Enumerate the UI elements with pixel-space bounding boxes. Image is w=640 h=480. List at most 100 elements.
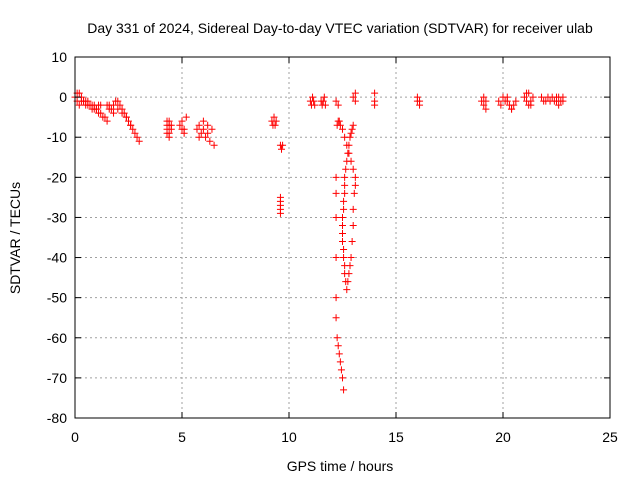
data-point	[340, 254, 348, 262]
y-axis-ticks: 10 0 -10 -20 -30 -40 -50 -60 -70 -80	[47, 49, 610, 426]
y-tick-label: 0	[59, 89, 67, 105]
data-point	[341, 181, 349, 189]
data-point	[133, 133, 141, 141]
data-point	[84, 97, 92, 105]
data-point	[320, 93, 328, 101]
data-point	[503, 93, 511, 101]
y-tick-label: -30	[47, 209, 67, 225]
data-point	[122, 113, 130, 121]
data-point	[351, 97, 359, 105]
data-point	[310, 97, 318, 105]
y-tick-label: -50	[47, 290, 67, 306]
data-point	[340, 197, 348, 205]
series-arc-5	[163, 117, 175, 141]
series-arc-14	[349, 89, 359, 105]
data-point	[347, 157, 355, 165]
data-marks	[71, 89, 567, 394]
data-point	[127, 121, 135, 129]
x-tick-label: 0	[71, 429, 79, 445]
data-point	[105, 105, 113, 113]
series-arc-11	[306, 93, 319, 109]
data-point	[349, 221, 357, 229]
series-arc-6	[176, 113, 190, 137]
data-point	[339, 125, 346, 133]
data-point	[559, 97, 567, 105]
data-point	[349, 121, 357, 129]
series-arc-10	[276, 193, 284, 217]
data-point	[510, 101, 518, 109]
data-point	[482, 105, 490, 113]
x-axis-ticks: 0 5 10 15 20 25	[71, 57, 618, 445]
data-point	[495, 97, 503, 105]
data-point	[348, 238, 356, 246]
x-tick-label: 15	[388, 429, 404, 445]
series-arc-13	[332, 97, 342, 109]
data-point	[103, 117, 111, 125]
series-arc-4	[105, 105, 135, 129]
data-point	[339, 229, 346, 237]
data-point	[278, 145, 286, 153]
data-point	[480, 93, 488, 101]
grid	[75, 57, 610, 418]
data-point	[204, 121, 212, 129]
data-point	[129, 125, 137, 133]
data-point	[97, 101, 105, 109]
series-arc-7	[193, 117, 218, 149]
data-point	[342, 165, 350, 173]
series-arc-18	[495, 93, 520, 113]
data-point	[116, 101, 124, 109]
data-point	[309, 93, 317, 101]
data-point	[333, 334, 341, 342]
data-point	[349, 93, 357, 101]
data-point	[178, 117, 186, 125]
series-arc-16	[413, 93, 424, 109]
series-arc-9	[276, 141, 287, 153]
data-point	[125, 117, 132, 125]
data-point	[97, 109, 105, 117]
data-point	[319, 97, 327, 105]
data-point	[101, 113, 109, 121]
y-tick-label: -10	[47, 129, 67, 145]
y-tick-label: -40	[47, 250, 67, 266]
y-tick-label: -70	[47, 370, 67, 386]
data-point	[193, 125, 201, 133]
series-arc-8	[268, 113, 280, 129]
data-point	[525, 89, 533, 97]
data-point	[199, 117, 207, 125]
data-point	[332, 97, 340, 105]
series-arc-19	[520, 89, 537, 109]
data-point	[195, 133, 203, 141]
data-point	[135, 137, 143, 145]
data-point	[270, 113, 278, 121]
plot-frame	[74, 56, 611, 419]
data-point	[336, 358, 344, 366]
data-point	[347, 129, 355, 137]
data-point	[340, 205, 348, 213]
data-point	[416, 97, 424, 105]
data-point	[345, 149, 353, 157]
data-point	[332, 294, 340, 302]
data-point	[199, 125, 207, 133]
data-point	[497, 101, 505, 109]
series-arc-12	[317, 93, 329, 109]
data-point	[114, 105, 122, 113]
data-point	[272, 117, 280, 125]
data-point	[341, 189, 349, 197]
data-point	[332, 314, 340, 322]
data-point	[350, 189, 358, 197]
data-point	[165, 133, 173, 141]
data-point	[341, 133, 349, 141]
data-point	[195, 121, 203, 129]
data-point	[208, 125, 216, 133]
data-point	[512, 97, 520, 105]
data-point	[340, 246, 348, 254]
data-point	[371, 101, 379, 109]
data-point	[480, 101, 488, 109]
data-point	[346, 262, 354, 270]
x-axis-label: GPS time / hours	[287, 458, 394, 474]
x-tick-label: 25	[602, 429, 618, 445]
data-point	[110, 101, 118, 109]
data-point	[332, 254, 340, 262]
data-point	[131, 129, 139, 137]
